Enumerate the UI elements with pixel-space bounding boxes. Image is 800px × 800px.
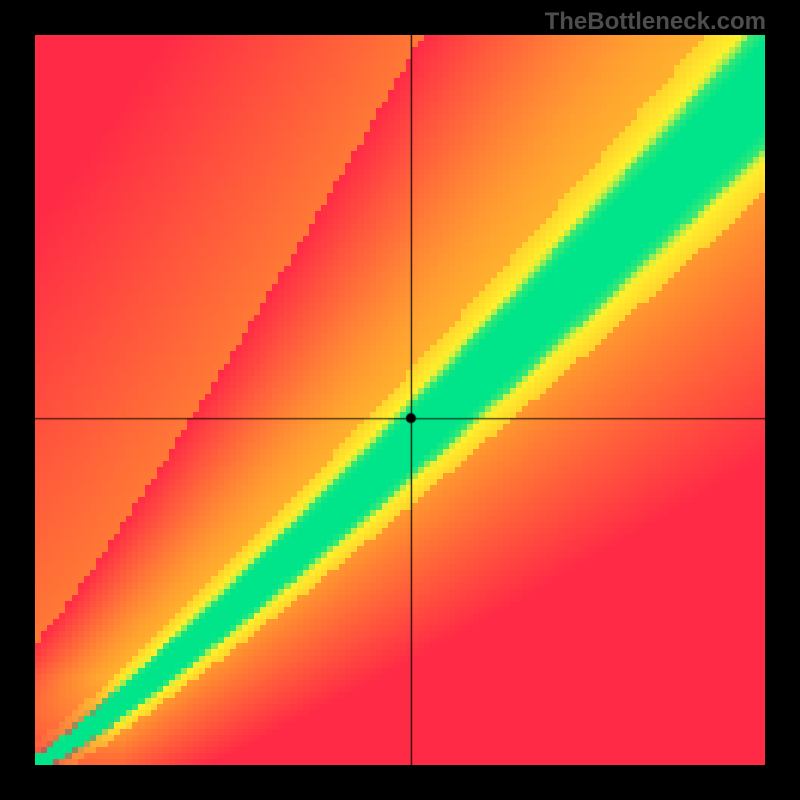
watermark-text: TheBottleneck.com	[545, 8, 766, 36]
chart-container: { "watermark": { "text": "TheBottleneck.…	[0, 0, 800, 800]
bottleneck-heatmap	[35, 35, 765, 765]
